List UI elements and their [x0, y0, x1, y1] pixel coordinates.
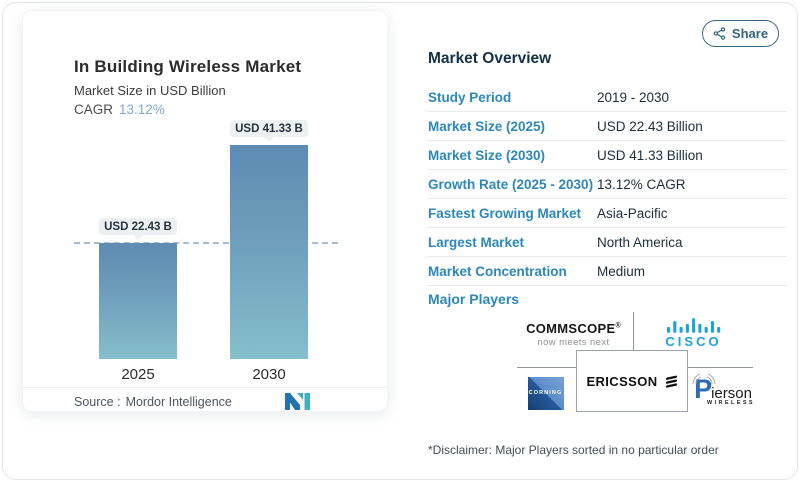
row-value: 13.12% CAGR — [597, 177, 686, 192]
bar-value-badge-2030: USD 41.33 B — [230, 120, 308, 142]
row-value: Asia-Pacific — [597, 206, 668, 221]
pierson-signal-arcs-icon — [692, 373, 716, 385]
grid-divider-horizontal-left — [517, 367, 577, 368]
source-divider — [23, 387, 387, 388]
row-value: North America — [597, 235, 683, 250]
corning-wordmark: CORNING — [528, 390, 563, 396]
pierson-wireless-subtext: WIRELESS — [707, 400, 755, 406]
bar-group-2030: USD 41.33 B 2030 — [230, 109, 308, 383]
cagr-row: CAGR 13.12% — [74, 102, 301, 117]
row-value: Medium — [597, 264, 646, 279]
table-row: Fastest Growing Market Asia-Pacific — [428, 199, 787, 228]
row-label: Market Concentration — [428, 264, 567, 279]
table-row: Largest Market North America — [428, 228, 787, 257]
chart-subtitle: Market Size in USD Billion — [74, 83, 226, 98]
share-label: Share — [731, 26, 769, 41]
row-label: Largest Market — [428, 235, 525, 250]
commscope-logo: COMMSCOPE® now meets next — [526, 320, 621, 348]
cagr-value: 13.12% — [119, 102, 165, 117]
row-label: Market Size (2030) — [428, 148, 546, 163]
cisco-wordmark: cisco — [665, 333, 722, 349]
row-label: Growth Rate (2025 - 2030) — [428, 177, 594, 192]
overview-heading: Market Overview — [428, 50, 552, 67]
bar-value-badge-2025: USD 22.43 B — [99, 218, 177, 240]
table-row: Market Size (2025) USD 22.43 Billion — [428, 112, 787, 141]
overview-table: Study Period 2019 - 2030 Market Size (20… — [428, 83, 787, 286]
row-value: USD 22.43 Billion — [597, 119, 703, 134]
source-label: Source : — [74, 395, 121, 409]
mordor-intelligence-logo-icon — [285, 393, 310, 410]
table-row: Market Concentration Medium — [428, 257, 787, 286]
row-value: 2019 - 2030 — [597, 90, 670, 105]
ericsson-bars-icon — [665, 375, 677, 388]
disclaimer-text: *Disclaimer: Major Players sorted in no … — [428, 443, 719, 457]
bar-group-2025: USD 22.43 B 2025 — [99, 109, 177, 383]
major-players-grid: COMMSCOPE® now meets next cisco — [515, 306, 757, 418]
chart-card: In Building Wireless Market Market Size … — [22, 10, 388, 412]
chart-header: In Building Wireless Market Market Size … — [74, 57, 301, 117]
axis-label-2030: 2030 — [252, 366, 286, 383]
bar-2030 — [230, 145, 308, 359]
table-row: Growth Rate (2025 - 2030) 13.12% CAGR — [428, 170, 787, 199]
table-row: Study Period 2019 - 2030 — [428, 83, 787, 112]
row-value: USD 41.33 Billion — [597, 148, 703, 163]
corning-square-icon: CORNING — [527, 376, 564, 410]
bar-2025 — [99, 243, 177, 359]
bar-chart-plot: USD 22.43 B 2025 USD 41.33 B 2030 — [23, 109, 387, 383]
ericsson-logo: ERICSSON — [576, 350, 688, 412]
row-label: Study Period — [428, 90, 512, 105]
market-overview-panel: Share Market Overview Study Period 2019 … — [400, 0, 800, 482]
commscope-tagline: now meets next — [537, 336, 610, 348]
share-icon — [713, 27, 726, 40]
major-players-label: Major Players — [428, 291, 520, 307]
share-button[interactable]: Share — [702, 20, 779, 47]
row-label: Fastest Growing Market — [428, 206, 582, 221]
table-row: Market Size (2030) USD 41.33 Billion — [428, 141, 787, 170]
grid-divider-horizontal-right — [687, 367, 753, 368]
ericsson-wordmark: ERICSSON — [586, 373, 658, 389]
axis-label-2025: 2025 — [121, 366, 155, 383]
cisco-bridge-icon — [666, 317, 720, 333]
row-label: Market Size (2025) — [428, 119, 546, 134]
cisco-logo: cisco — [634, 310, 753, 356]
corning-logo: CORNING — [515, 368, 576, 418]
source-value: Mordor Intelligence — [125, 395, 232, 409]
source-row: Source : Mordor Intelligence — [74, 395, 232, 409]
cagr-label: CAGR — [74, 102, 114, 117]
reference-dash-line — [74, 242, 338, 244]
grid-divider-vertical — [633, 312, 634, 352]
chart-title: In Building Wireless Market — [74, 57, 302, 76]
